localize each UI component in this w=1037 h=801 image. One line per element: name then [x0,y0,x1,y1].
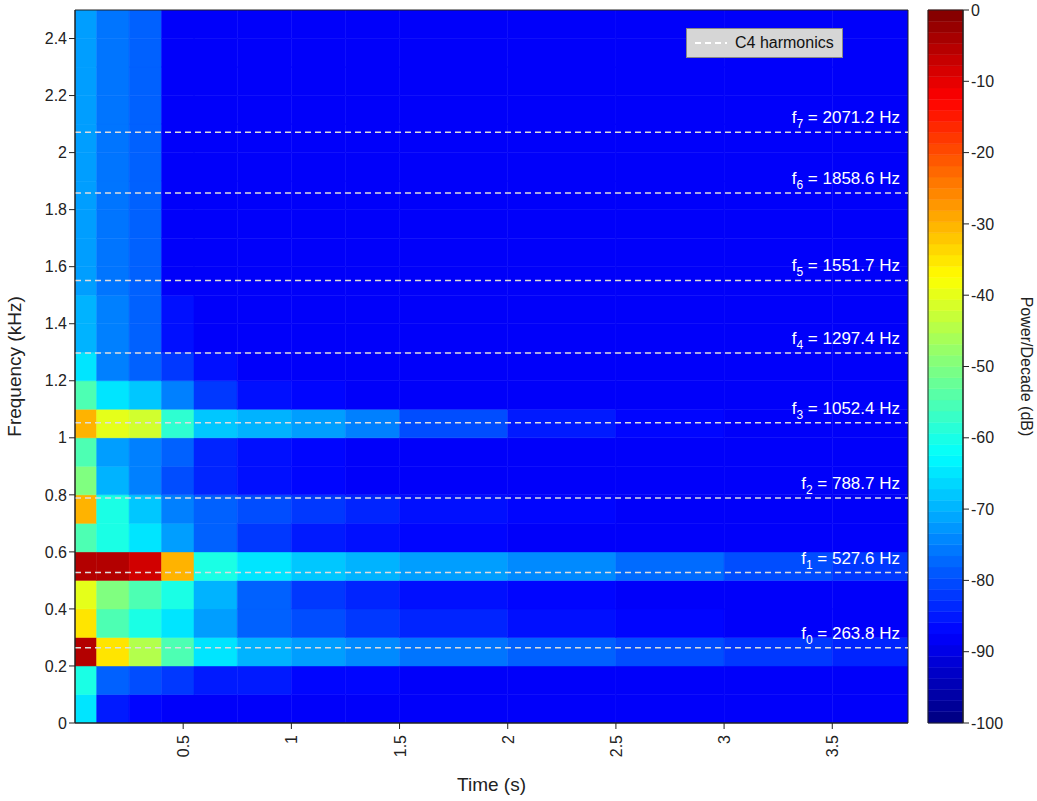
svg-text:Frequency (kHz): Frequency (kHz) [4,296,25,436]
svg-text:2.4: 2.4 [45,30,67,47]
svg-text:-50: -50 [971,358,994,375]
svg-text:1.6: 1.6 [45,258,67,275]
svg-text:f2 = 788.7 Hz: f2 = 788.7 Hz [801,474,900,497]
svg-text:-100: -100 [971,715,1003,732]
svg-text:1.5: 1.5 [392,735,409,757]
svg-text:2: 2 [500,735,517,744]
svg-text:3: 3 [716,735,733,744]
svg-text:-20: -20 [971,144,994,161]
svg-text:-30: -30 [971,216,994,233]
svg-text:1.4: 1.4 [45,315,67,332]
svg-text:f7 = 2071.2 Hz: f7 = 2071.2 Hz [792,108,900,131]
svg-text:1.2: 1.2 [45,372,67,389]
svg-text:2: 2 [58,144,67,161]
svg-text:1: 1 [283,735,300,744]
svg-text:3.5: 3.5 [824,735,841,757]
svg-text:f6 = 1858.6 Hz: f6 = 1858.6 Hz [792,169,900,192]
svg-text:f4 = 1297.4 Hz: f4 = 1297.4 Hz [792,329,900,352]
svg-text:1: 1 [58,429,67,446]
svg-text:0: 0 [971,2,980,19]
svg-text:0: 0 [58,715,67,732]
svg-text:2.2: 2.2 [45,87,67,104]
svg-text:-10: -10 [971,73,994,90]
svg-text:Power/Decade (dB): Power/Decade (dB) [1018,297,1035,437]
svg-text:f1 = 527.6 Hz: f1 = 527.6 Hz [801,549,900,572]
svg-text:f3 = 1052.4 Hz: f3 = 1052.4 Hz [792,399,900,422]
svg-text:-40: -40 [971,287,994,304]
svg-text:0.8: 0.8 [45,487,67,504]
svg-text:-80: -80 [971,572,994,589]
svg-text:0.4: 0.4 [45,601,67,618]
svg-text:0.2: 0.2 [45,658,67,675]
svg-text:Time (s): Time (s) [457,774,526,795]
svg-text:0.6: 0.6 [45,544,67,561]
html-text:C4 harmonics: C4 harmonics [735,34,834,51]
svg-text:1.8: 1.8 [45,201,67,218]
svg-text:0.5: 0.5 [175,735,192,757]
svg-text:2.5: 2.5 [608,735,625,757]
svg-text:-60: -60 [971,429,994,446]
svg-text:-70: -70 [971,501,994,518]
svg-text:-90: -90 [971,643,994,660]
svg-text:f5 = 1551.7 Hz: f5 = 1551.7 Hz [792,256,900,279]
svg-text:f0 = 263.8 Hz: f0 = 263.8 Hz [801,624,900,647]
